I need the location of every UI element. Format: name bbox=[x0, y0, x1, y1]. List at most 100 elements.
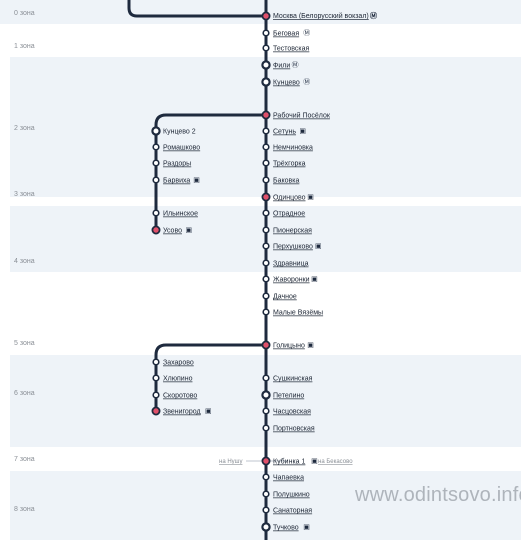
bus-icon: ▣ bbox=[311, 276, 318, 283]
station-node bbox=[262, 159, 270, 167]
station-node bbox=[262, 226, 270, 234]
station-node bbox=[262, 209, 270, 217]
direction-right-link[interactable]: на Бекасово bbox=[318, 459, 353, 465]
bus-icon: ▣ bbox=[299, 128, 306, 135]
zone-label-6: 6 зона bbox=[14, 390, 35, 397]
station-node bbox=[152, 143, 160, 151]
station-node bbox=[262, 374, 270, 382]
station-node bbox=[261, 340, 271, 350]
station-label[interactable]: Ромашково bbox=[163, 145, 200, 152]
station-node bbox=[152, 209, 160, 217]
bus-icon: ▣ bbox=[193, 177, 200, 184]
station-node bbox=[262, 275, 270, 283]
station-label[interactable]: Кунцево bbox=[273, 80, 300, 87]
station-label[interactable]: Раздоры bbox=[163, 161, 191, 168]
station-label[interactable]: Пионерская bbox=[273, 228, 312, 235]
station-node bbox=[262, 143, 270, 151]
metro-icon: Ⓜ bbox=[303, 29, 310, 37]
station-label[interactable]: Захарово bbox=[163, 360, 194, 367]
station-node bbox=[261, 456, 271, 466]
station-label[interactable]: Сетунь bbox=[273, 129, 296, 136]
station-node bbox=[262, 473, 270, 481]
station-node bbox=[261, 522, 271, 532]
bus-icon: ▣ bbox=[307, 342, 314, 349]
bus-icon: ▣ bbox=[205, 408, 212, 415]
station-label[interactable]: Ильинское bbox=[163, 211, 198, 218]
station-node bbox=[262, 44, 270, 52]
station-node-moscow bbox=[261, 11, 271, 21]
usovo-branch-stations: Кунцево 2 Ромашково Раздоры Барвиха ▣ Ильинск… bbox=[151, 126, 200, 235]
station-node bbox=[262, 424, 270, 432]
station-node bbox=[261, 110, 271, 120]
zvenigorod-branch-stations: Захарово Хлюпино Скоротово Звенигород ▣ bbox=[151, 358, 212, 416]
top-spur-track bbox=[127, 0, 266, 18]
station-label[interactable]: Малые Вязёмы bbox=[273, 310, 323, 317]
station-node bbox=[152, 374, 160, 382]
station-node bbox=[262, 242, 270, 250]
station-node bbox=[261, 77, 271, 87]
station-label[interactable]: Сушкинская bbox=[273, 376, 313, 383]
station-node bbox=[262, 506, 270, 514]
station-label[interactable]: Здравница bbox=[273, 261, 309, 268]
station-label[interactable]: Скоротово bbox=[163, 393, 197, 400]
zone-label-3: 3 зона bbox=[14, 191, 35, 198]
station-label[interactable]: Полушкино bbox=[273, 492, 310, 499]
station-label[interactable]: Дачное bbox=[273, 294, 297, 301]
zone-label-0: 0 зона bbox=[14, 10, 35, 17]
station-node bbox=[151, 225, 161, 235]
station-node bbox=[261, 192, 271, 202]
station-label[interactable]: Голицыно bbox=[273, 343, 305, 350]
station-label[interactable]: Жаворонки bbox=[273, 277, 310, 284]
zone-label-1: 1 зона bbox=[14, 43, 35, 50]
station-label[interactable]: Беговая bbox=[273, 31, 299, 38]
station-label[interactable]: Тучково bbox=[273, 525, 299, 532]
station-node bbox=[261, 390, 271, 400]
station-node bbox=[152, 176, 160, 184]
station-node bbox=[262, 29, 270, 37]
station-label[interactable]: Кунцево 2 bbox=[163, 129, 196, 136]
station-label[interactable]: Петелино bbox=[273, 393, 304, 400]
station-label[interactable]: Одинцово bbox=[273, 195, 306, 202]
station-label[interactable]: Часцовская bbox=[273, 409, 311, 416]
station-node bbox=[262, 407, 270, 415]
station-label[interactable]: Отрадное bbox=[273, 211, 305, 218]
station-node bbox=[262, 259, 270, 267]
station-label[interactable]: Барвиха bbox=[163, 178, 190, 185]
zone-label-4: 4 зона bbox=[14, 258, 35, 265]
site-watermark: www.odintsovo.info bbox=[355, 484, 521, 506]
station-label[interactable]: Чапаевка bbox=[273, 475, 304, 482]
station-label[interactable]: Звенигород bbox=[163, 409, 201, 416]
station-node bbox=[262, 308, 270, 316]
zvenigorod-branch-track bbox=[154, 343, 266, 411]
station-label[interactable]: Кубинка 1 bbox=[273, 458, 305, 466]
station-label[interactable]: Перхушково bbox=[273, 244, 313, 251]
station-node bbox=[152, 391, 160, 399]
station-label[interactable]: Трёхгорка bbox=[273, 161, 306, 168]
station-node bbox=[262, 176, 270, 184]
bus-icon: ▣ bbox=[315, 243, 322, 250]
station-label[interactable]: Санаторная bbox=[273, 508, 312, 515]
station-node bbox=[151, 406, 161, 416]
station-label[interactable]: Усово bbox=[163, 228, 182, 235]
station-node bbox=[262, 490, 270, 498]
station-label[interactable]: Тестовская bbox=[273, 46, 310, 53]
station-label[interactable]: Фили bbox=[273, 63, 290, 70]
station-label[interactable]: Портновская bbox=[273, 426, 315, 433]
zone-label-8: 8 зона bbox=[14, 506, 35, 513]
bus-icon: ▣ bbox=[311, 458, 318, 465]
usovo-branch-track bbox=[154, 113, 266, 230]
zone-label-5: 5 зона bbox=[14, 340, 35, 347]
station-node bbox=[152, 358, 160, 366]
direction-left-link[interactable]: на Нушу bbox=[219, 459, 242, 465]
station-label[interactable]: Хлюпино bbox=[163, 376, 193, 383]
station-node bbox=[262, 292, 270, 300]
station-label[interactable]: Рабочий Посёлок bbox=[273, 112, 331, 120]
station-node bbox=[151, 126, 161, 136]
station-moscow-label[interactable]: Москва (Белорусский вокзал) bbox=[273, 12, 369, 20]
station-label[interactable]: Немчиновка bbox=[273, 145, 313, 152]
station-node bbox=[261, 60, 271, 70]
zone-band-0 bbox=[0, 0, 521, 24]
zone-label-7: 7 зона bbox=[14, 456, 35, 463]
station-label[interactable]: Баковка bbox=[273, 178, 299, 185]
